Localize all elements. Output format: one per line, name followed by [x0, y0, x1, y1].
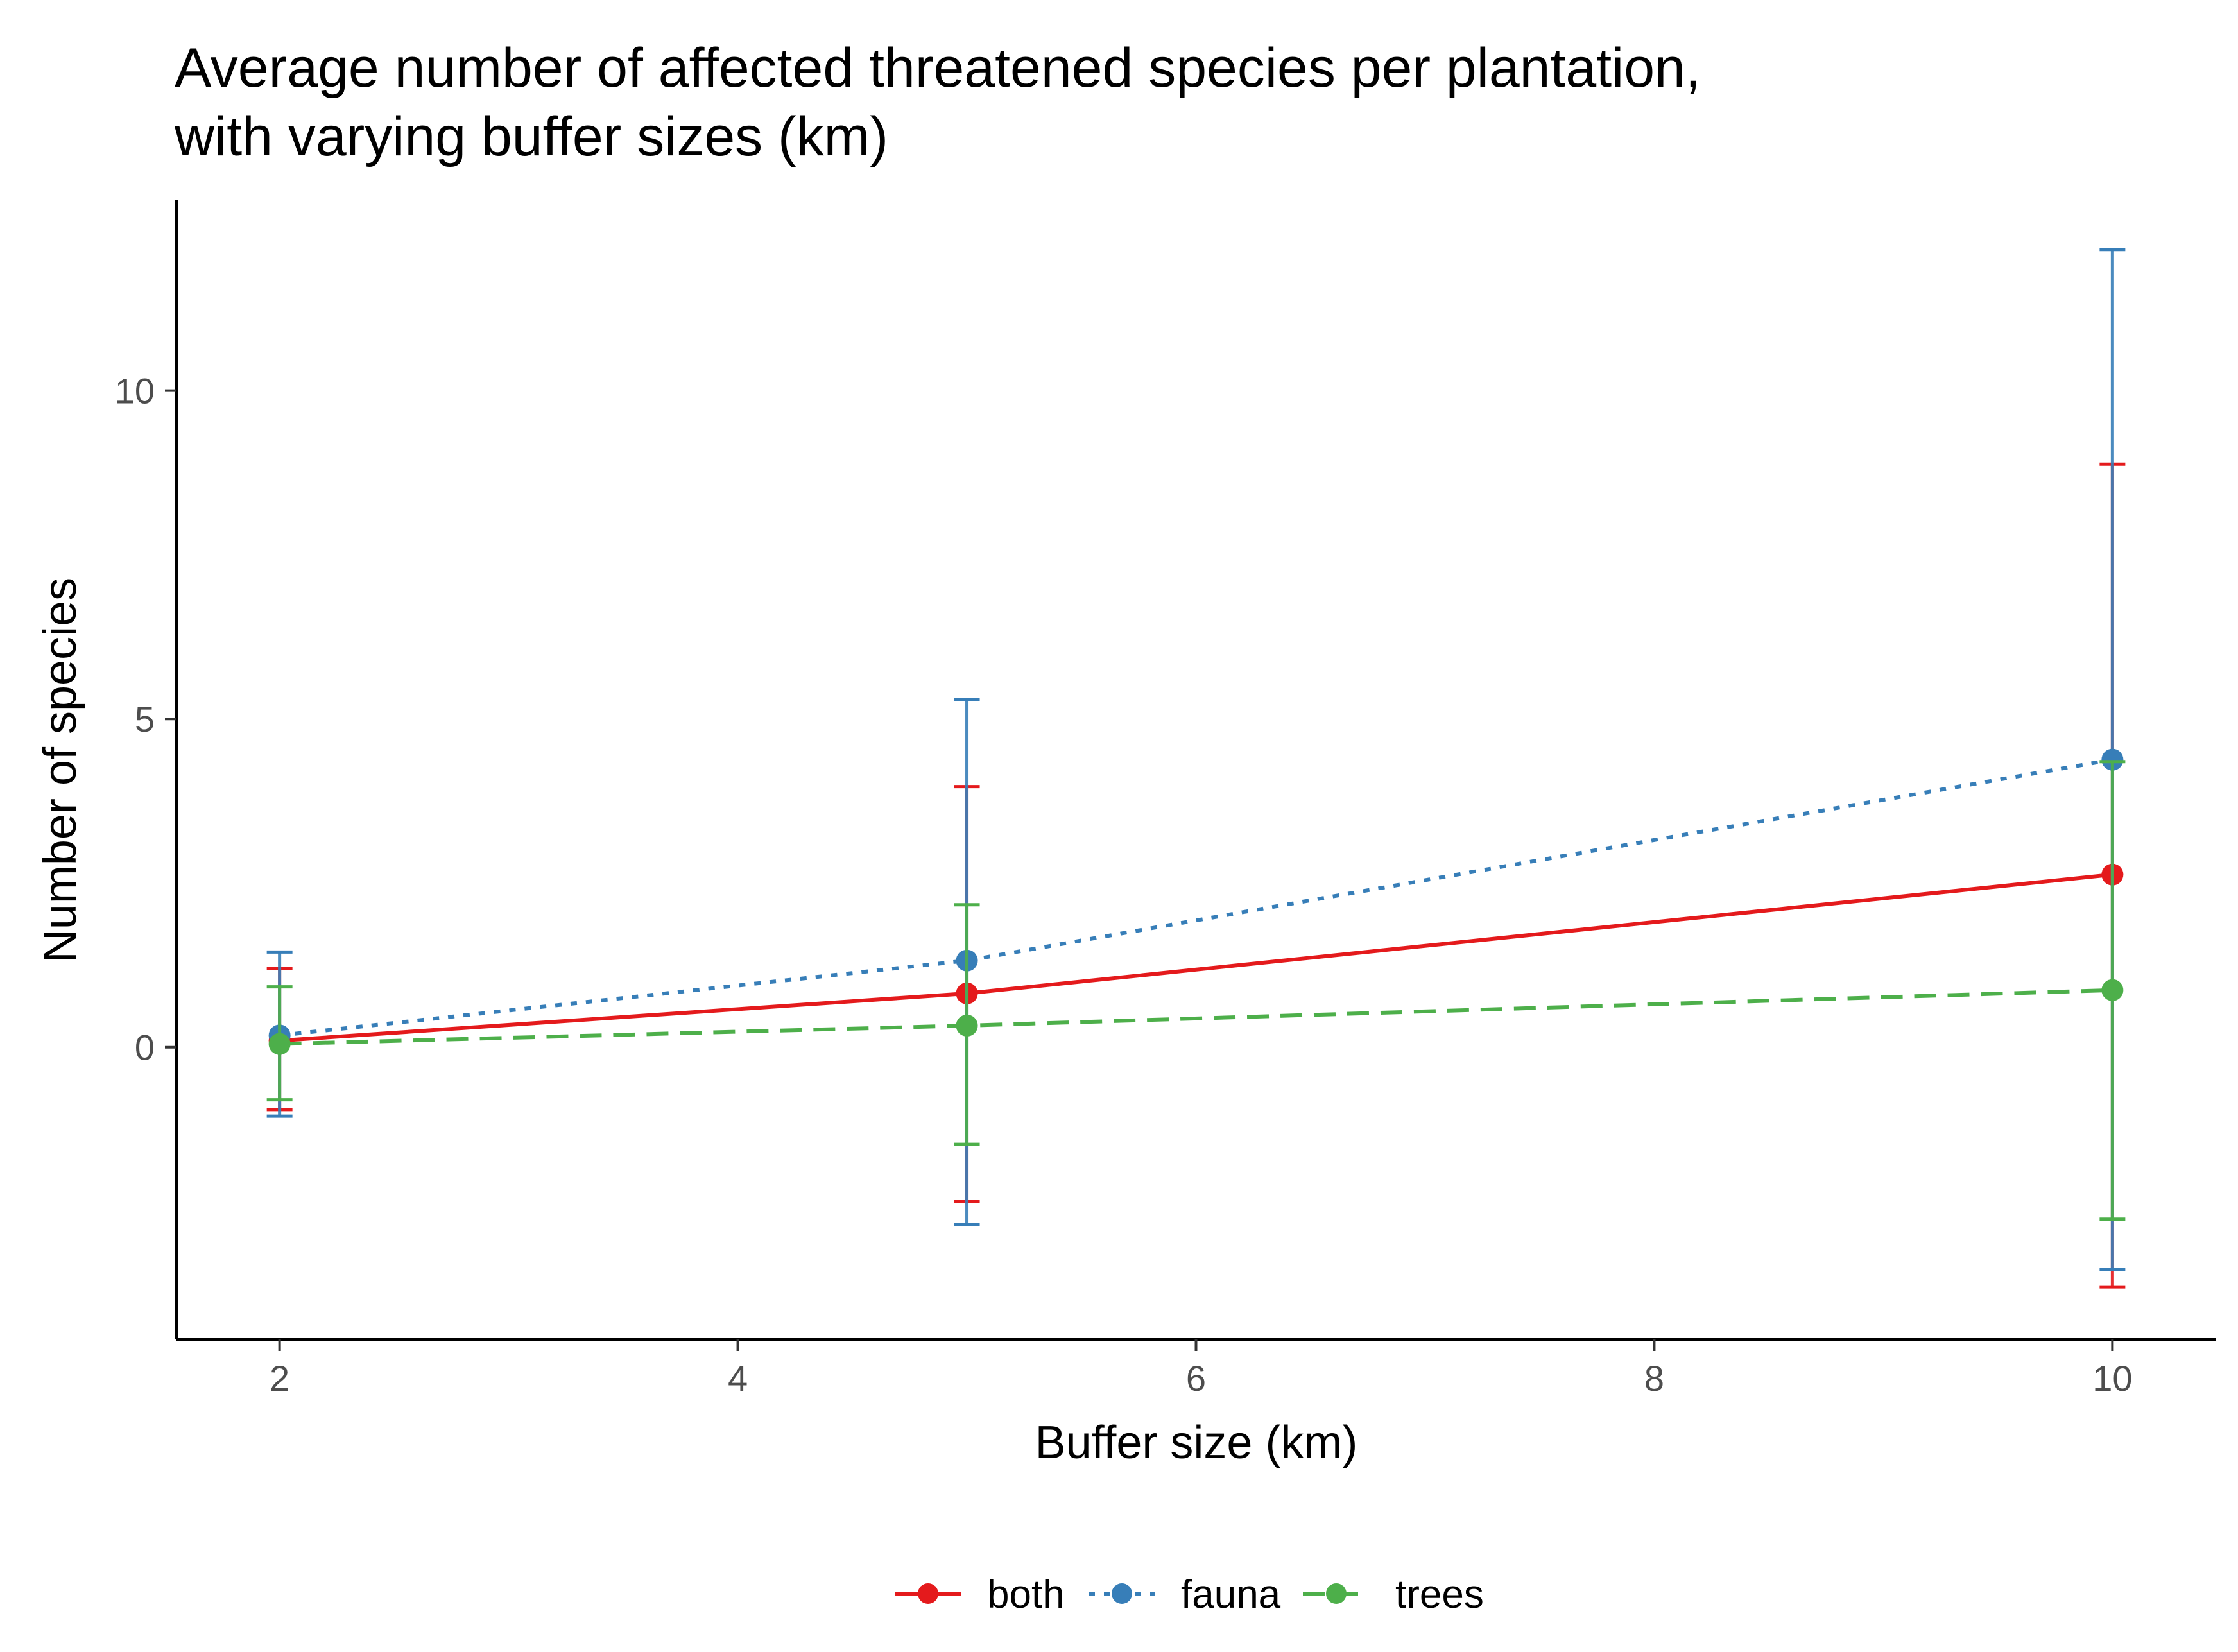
legend-label: both	[987, 1572, 1065, 1617]
y-axis-ticks: 0 5 10	[115, 371, 176, 1068]
x-tick-label: 2	[270, 1358, 289, 1398]
legend-item-fauna: fauna	[1089, 1572, 1281, 1617]
x-tick-label: 4	[728, 1358, 748, 1398]
y-tick-label: 0	[135, 1028, 155, 1068]
x-tick-label: 6	[1186, 1358, 1206, 1398]
legend-item-trees: trees	[1303, 1572, 1484, 1617]
legend-item-both: both	[895, 1572, 1065, 1617]
series-trees	[266, 760, 2126, 1221]
legend-key-point	[1112, 1583, 1132, 1604]
x-axis-ticks: 2 4 6 8 10	[270, 1339, 2133, 1398]
legend: both fauna trees	[895, 1572, 1484, 1617]
legend-label: fauna	[1181, 1572, 1281, 1617]
y-tick-label: 10	[115, 371, 155, 411]
data-point-trees	[2101, 979, 2124, 1001]
series-layer	[266, 248, 2126, 1289]
legend-label: trees	[1395, 1572, 1484, 1617]
y-tick-label: 5	[135, 699, 155, 739]
chart-title-line-2: with varying buffer sizes (km)	[174, 106, 888, 168]
legend-key-point	[1326, 1583, 1347, 1604]
x-tick-label: 10	[2092, 1358, 2132, 1398]
chart-title-line-1: Average number of affected threatened sp…	[175, 37, 1701, 99]
x-tick-label: 8	[1644, 1358, 1664, 1398]
x-axis-title: Buffer size (km)	[1035, 1417, 1358, 1468]
data-point-trees	[268, 1033, 291, 1055]
series-line-fauna	[279, 757, 2113, 1038]
data-point-trees	[956, 1014, 978, 1037]
legend-key-point	[918, 1583, 938, 1604]
y-axis-title: Number of species	[35, 578, 86, 963]
data-point-fauna	[2101, 748, 2124, 771]
